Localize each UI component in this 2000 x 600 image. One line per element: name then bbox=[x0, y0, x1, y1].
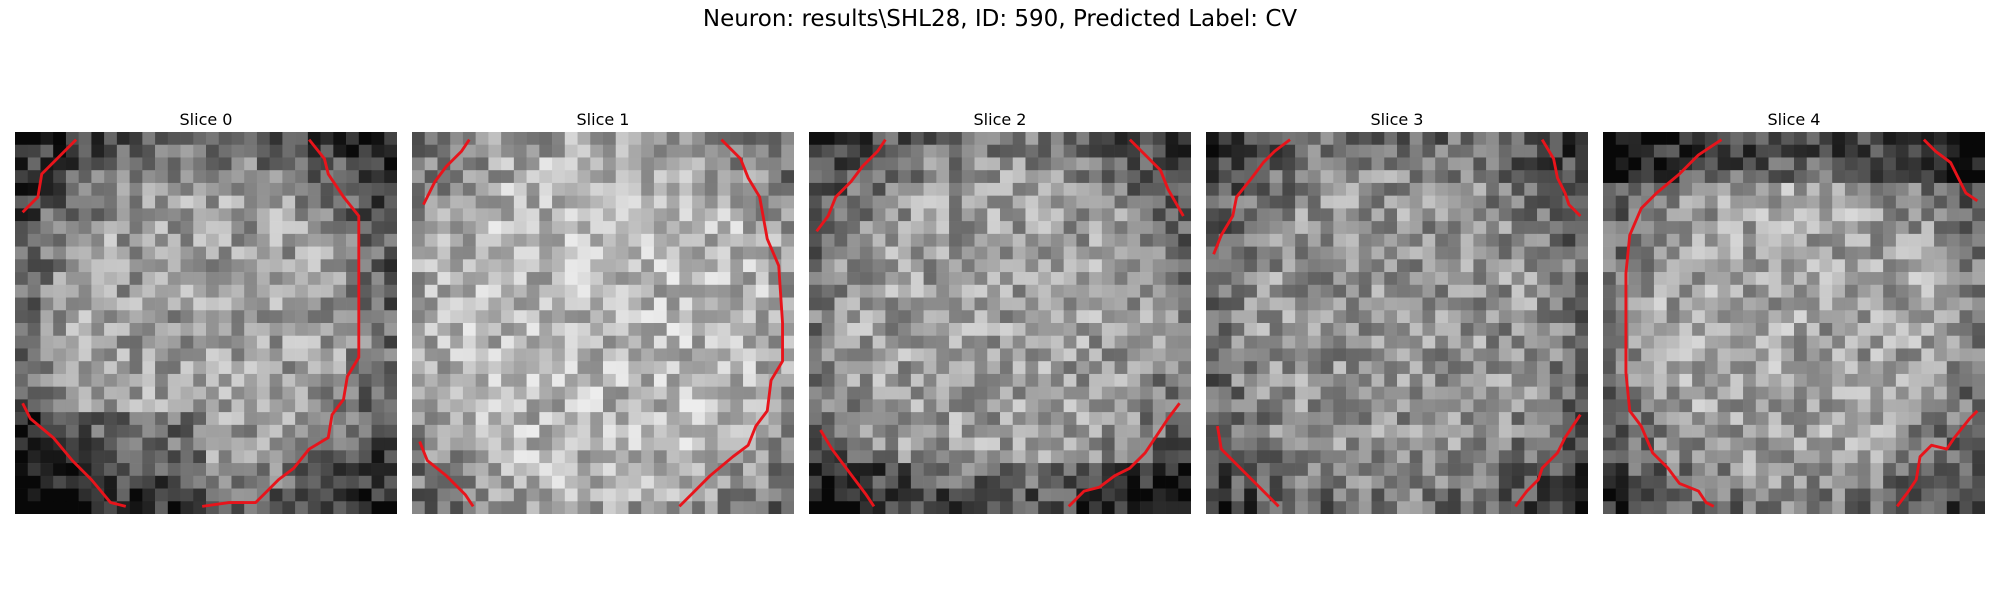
figure-title: Neuron: results\SHL28, ID: 590, Predicte… bbox=[702, 6, 1298, 32]
contour-line-4-1 bbox=[1922, 138, 1979, 202]
contour-line-3-0 bbox=[1212, 138, 1291, 255]
slice-image-1 bbox=[412, 132, 794, 514]
contour-line-4-2 bbox=[1895, 409, 1979, 508]
slice-panel-2: Slice 2 bbox=[809, 108, 1191, 514]
slice-panel-0: Slice 0 bbox=[15, 108, 397, 514]
contour-line-0-2 bbox=[21, 402, 127, 508]
contour-line-2-0 bbox=[815, 138, 887, 233]
contour-line-3-1 bbox=[1540, 138, 1582, 218]
contour-line-2-3 bbox=[1067, 402, 1181, 508]
slice-image-4 bbox=[1603, 132, 1985, 514]
slice-title-4: Slice 4 bbox=[1767, 110, 1821, 129]
contour-line-0-0 bbox=[21, 138, 78, 214]
slice-image-0 bbox=[15, 132, 397, 514]
slice-panel-1: Slice 1 bbox=[412, 108, 794, 514]
slice-title-0: Slice 0 bbox=[179, 110, 233, 129]
contour-line-2-1 bbox=[1128, 138, 1185, 217]
slice-title-1: Slice 1 bbox=[576, 110, 630, 129]
slice-title-3: Slice 3 bbox=[1370, 110, 1424, 129]
contour-line-1-2 bbox=[418, 440, 475, 508]
slice-image-3 bbox=[1206, 132, 1588, 514]
contour-line-1-1 bbox=[678, 138, 784, 508]
slice-panel-4: Slice 4 bbox=[1603, 108, 1985, 514]
contour-line-0-1 bbox=[201, 138, 361, 508]
contour-line-3-2 bbox=[1216, 425, 1280, 508]
contour-line-2-2 bbox=[819, 429, 876, 508]
slice-title-2: Slice 2 bbox=[973, 110, 1027, 129]
slice-panel-3: Slice 3 bbox=[1206, 108, 1588, 514]
slice-image-2 bbox=[809, 132, 1191, 514]
contour-line-4-0 bbox=[1624, 138, 1723, 508]
contour-line-3-3 bbox=[1514, 413, 1582, 508]
contour-line-1-0 bbox=[422, 138, 471, 206]
